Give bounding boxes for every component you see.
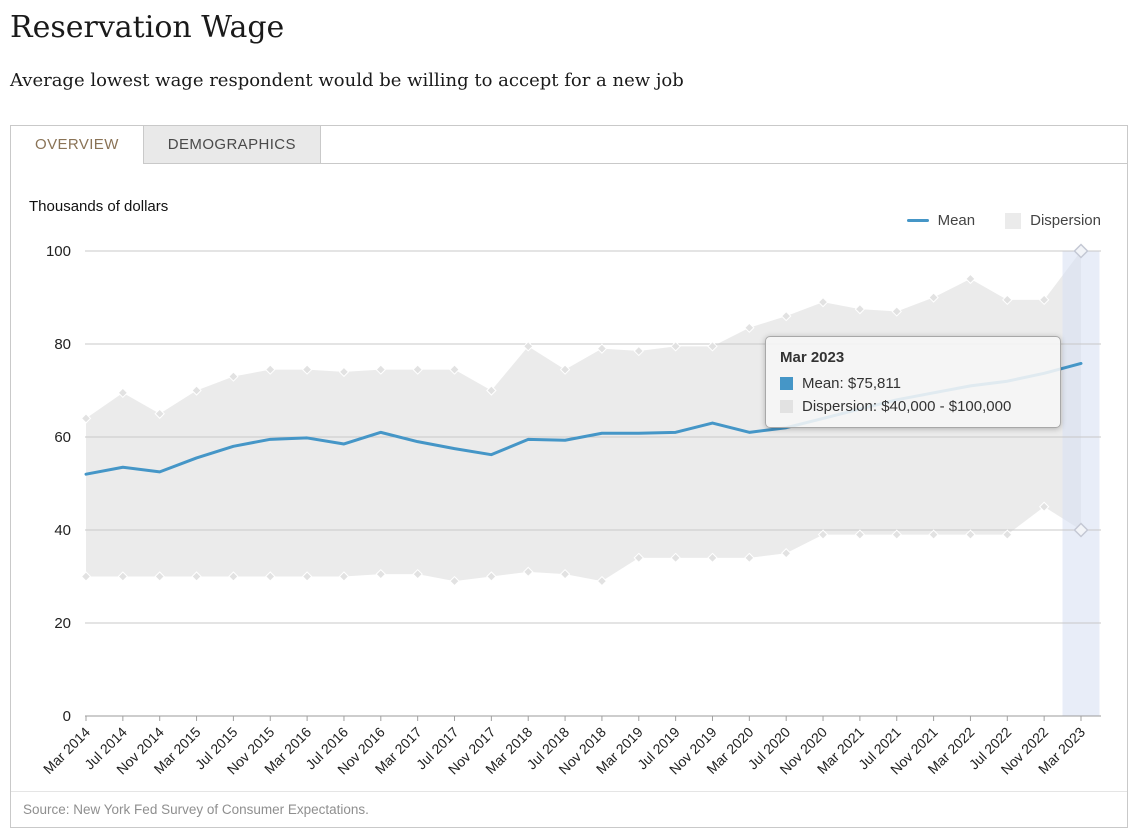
tab-demographics-label: DEMOGRAPHICS bbox=[167, 136, 296, 153]
legend-item-dispersion[interactable]: Dispersion bbox=[1005, 212, 1101, 229]
tooltip-dispersion-value: Dispersion: $40,000 - $100,000 bbox=[802, 398, 1012, 415]
tooltip-mean-swatch-icon bbox=[780, 377, 793, 390]
svg-text:Mar 2014: Mar 2014 bbox=[40, 724, 93, 777]
tooltip-dispersion-row: Dispersion: $40,000 - $100,000 bbox=[780, 398, 1046, 415]
chart-header: Thousands of dollars Mean Dispersion bbox=[29, 198, 1101, 229]
legend-item-mean[interactable]: Mean bbox=[906, 212, 976, 229]
tooltip-mean-value: Mean: $75,811 bbox=[802, 375, 901, 392]
svg-text:80: 80 bbox=[54, 336, 71, 353]
dispersion-area-swatch bbox=[1005, 212, 1022, 229]
svg-text:20: 20 bbox=[54, 615, 71, 632]
tooltip-date: Mar 2023 bbox=[780, 349, 845, 366]
chart-panel: OVERVIEW DEMOGRAPHICS Thousands of dolla… bbox=[10, 125, 1128, 828]
chart-legend: Mean Dispersion bbox=[906, 198, 1101, 229]
svg-text:60: 60 bbox=[54, 429, 71, 446]
page-title: Reservation Wage bbox=[10, 10, 285, 45]
source-note: Source: New York Fed Survey of Consumer … bbox=[11, 791, 1127, 827]
tab-demographics[interactable]: DEMOGRAPHICS bbox=[143, 126, 321, 163]
page-subtitle: Average lowest wage respondent would be … bbox=[10, 70, 684, 91]
mean-line-swatch bbox=[906, 219, 929, 222]
tab-bar: OVERVIEW DEMOGRAPHICS bbox=[11, 126, 1127, 164]
y-axis-unit-label: Thousands of dollars bbox=[29, 198, 169, 215]
tooltip-dispersion-swatch-icon bbox=[780, 400, 793, 413]
tab-overview[interactable]: OVERVIEW bbox=[11, 126, 144, 164]
chart-tooltip: Mar 2023 Mean: $75,811 Dispersion: $40,0… bbox=[765, 336, 1061, 428]
svg-text:40: 40 bbox=[54, 522, 71, 539]
tooltip-mean-row: Mean: $75,811 bbox=[780, 375, 1046, 392]
tab-overview-label: OVERVIEW bbox=[35, 136, 119, 153]
svg-text:100: 100 bbox=[46, 243, 71, 260]
legend-mean-label: Mean bbox=[937, 212, 976, 229]
svg-text:0: 0 bbox=[63, 708, 71, 725]
legend-dispersion-label: Dispersion bbox=[1030, 212, 1101, 229]
